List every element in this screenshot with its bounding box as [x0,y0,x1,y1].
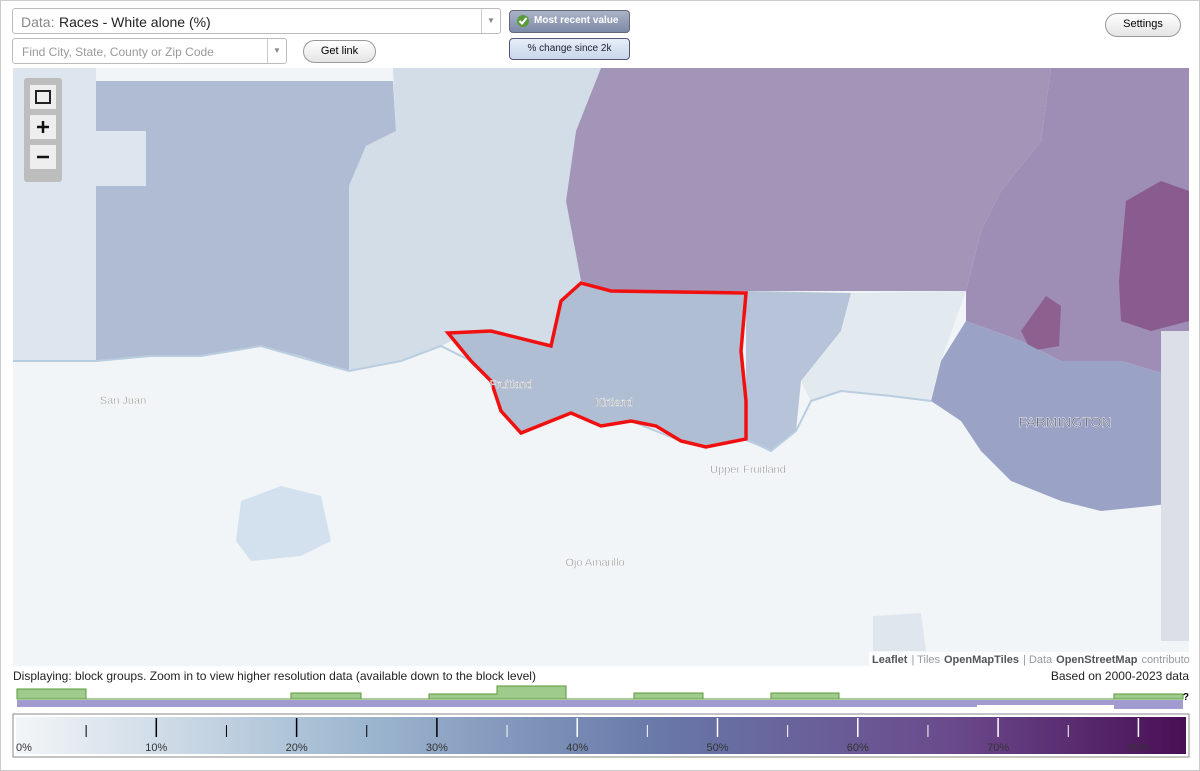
place-label: Upper Fruitland [710,464,786,476]
search-box[interactable]: Find City, State, County or Zip Code ▼ [12,38,287,64]
most-recent-label: Most recent value [534,15,619,26]
most-recent-button[interactable]: Most recent value [509,10,630,33]
attribution-text: contributors [1141,654,1199,666]
legend-label: 20% [286,742,308,754]
histogram [16,685,1184,709]
lake [236,486,331,561]
dropdown-arrow: ▼ [481,9,500,33]
attribution-text: | Tiles [911,654,940,666]
help-icon[interactable]: ? [1183,692,1189,703]
place-label: Ojo Amarillo [565,557,624,569]
region [1161,331,1189,641]
region [96,81,396,371]
legend-label: 50% [706,742,728,754]
region [801,291,966,401]
region [566,68,1051,291]
displaying-note: Displaying: block groups. Zoom in to vie… [13,669,536,683]
attribution-link[interactable]: OpenStreetMap [1056,654,1138,666]
legend-label: 70% [987,742,1009,754]
change-since-button[interactable]: % change since 2k [509,38,630,60]
data-label: Data: [21,14,55,30]
region [349,68,601,371]
settings-button[interactable]: Settings [1105,13,1181,37]
attribution-link[interactable]: Leaflet [872,654,908,666]
place-label: Fruitland [490,379,533,391]
highlight-fill [448,283,746,447]
legend-label: 60% [847,742,869,754]
region [873,613,926,651]
search-placeholder: Find City, State, County or Zip Code [22,45,214,59]
zoom-in-button[interactable] [30,115,56,139]
place-label: FARMINGTON [1018,414,1111,430]
attribution-text: | Data [1023,654,1053,666]
region [746,291,851,451]
region [1119,181,1189,331]
attribution: Leaflet | Tiles OpenMapTiles | Data OpenStre… [872,654,1199,666]
legend-label: 10% [145,742,167,754]
map[interactable]: San Juan Fruitland Kirtland Upper Fruitland… [13,68,1199,666]
legend-label: 80% [1127,742,1149,754]
get-link-button[interactable]: Get link [303,40,376,63]
dataset-name: Races - White alone (%) [59,14,211,30]
check-icon [517,15,529,27]
data-select[interactable]: Data: Races - White alone (%) ▼ [12,8,501,34]
selected-boundary[interactable] [444,281,748,449]
place-label: Kirtland [595,397,632,409]
region [1021,296,1061,351]
region [931,321,1189,511]
based-on-note: Based on 2000-2023 data [1051,669,1189,683]
legend-gradient [16,717,1186,754]
zoom-out-button[interactable] [30,145,56,169]
place-label: San Juan [100,395,146,407]
legend-label: 0% [16,742,32,754]
attribution-link[interactable]: OpenMapTiles [944,654,1019,666]
attribution-bg [869,652,1189,666]
legend-label: 40% [566,742,588,754]
legend-label: 30% [426,742,448,754]
dropdown-arrow: ▼ [267,39,286,63]
fullscreen-button[interactable] [30,85,56,109]
